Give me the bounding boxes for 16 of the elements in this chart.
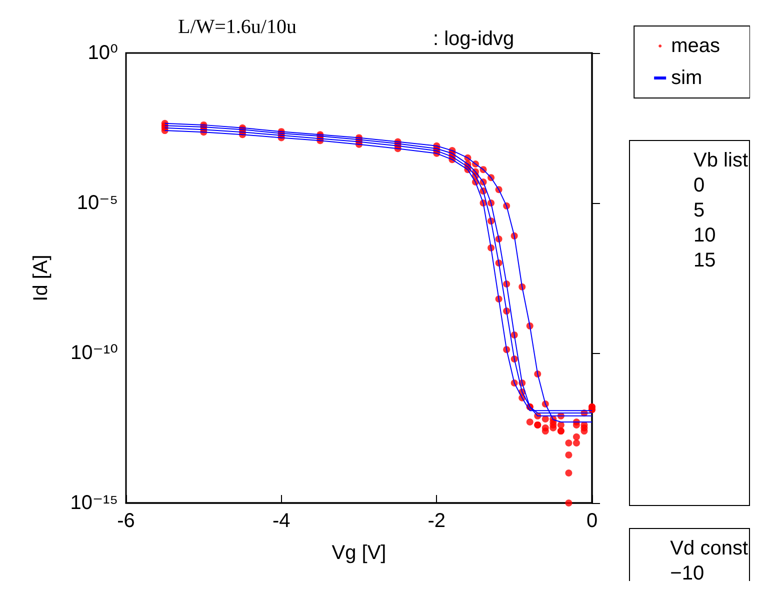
legend-label: sim [671,67,702,89]
chart-subtitle: : log-idvg [433,28,514,50]
text: Vd const −10 [670,538,748,584]
x-tick-label: -4 [272,510,290,532]
chart-title: L/W=1.6u/10u [178,16,296,38]
x-tick-label: 0 [586,510,598,532]
text: Vb list 0 5 10 15 [694,150,748,272]
y-tick-label: 10⁻⁵ [76,192,118,214]
x-tick-label: -6 [117,510,135,532]
y-tick-label: 10⁰ [88,42,118,64]
y-axis-title: Id [A] [30,254,52,302]
y-tick-label: 10⁻¹⁰ [70,342,118,364]
x-axis-title: Vg [V] [332,542,386,564]
legend-label: meas [671,35,720,57]
y-tick-label: 10⁻¹⁵ [70,492,118,514]
x-tick-label: -2 [428,510,446,532]
